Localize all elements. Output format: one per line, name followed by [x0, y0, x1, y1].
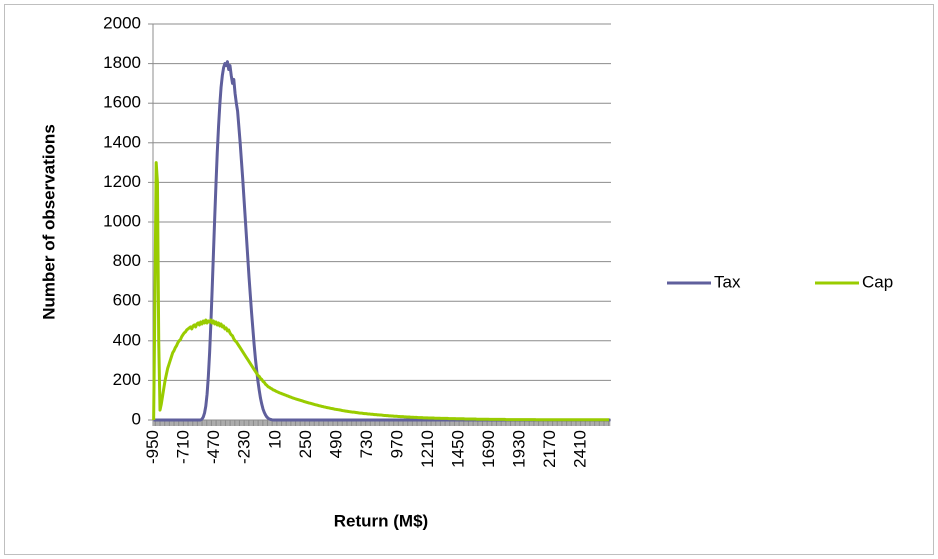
x-tick-label: 490: [326, 430, 345, 458]
y-tick-label: 1400: [103, 132, 141, 151]
y-tick-label: 0: [132, 409, 141, 428]
x-tick-label: -950: [143, 430, 162, 464]
x-tick-label: 970: [387, 430, 406, 458]
x-tick-label: 1690: [479, 430, 498, 468]
x-tick-label: 2170: [540, 430, 559, 468]
x-tick-label: -470: [204, 430, 223, 464]
x-tick-label: 730: [357, 430, 376, 458]
x-tick-label: 1450: [448, 430, 467, 468]
x-tick-label: 2410: [571, 430, 590, 468]
y-tick-label: 1200: [103, 172, 141, 191]
x-tick-label: 250: [296, 430, 315, 458]
x-tick-label: -710: [174, 430, 193, 464]
legend-label: Cap: [862, 272, 893, 291]
x-tick-label: -230: [235, 430, 254, 464]
x-tick-label: 10: [265, 430, 284, 449]
x-tick-label: 1930: [510, 430, 529, 468]
legend-label: Tax: [714, 272, 741, 291]
y-tick-label: 1000: [103, 211, 141, 230]
y-tick-label: 2000: [103, 13, 141, 32]
y-tick-label: 1600: [103, 93, 141, 112]
y-tick-label: 800: [113, 251, 141, 270]
chart-frame: [4, 4, 934, 555]
y-tick-label: 200: [113, 370, 141, 389]
x-axis-title: Return (M$): [334, 511, 428, 530]
x-tick-label: 1210: [418, 430, 437, 468]
y-tick-label: 400: [113, 330, 141, 349]
y-tick-label: 1800: [103, 53, 141, 72]
y-axis-title: Number of observations: [39, 124, 58, 320]
data-line: [152, 161, 610, 422]
y-tick-label: 600: [113, 291, 141, 310]
